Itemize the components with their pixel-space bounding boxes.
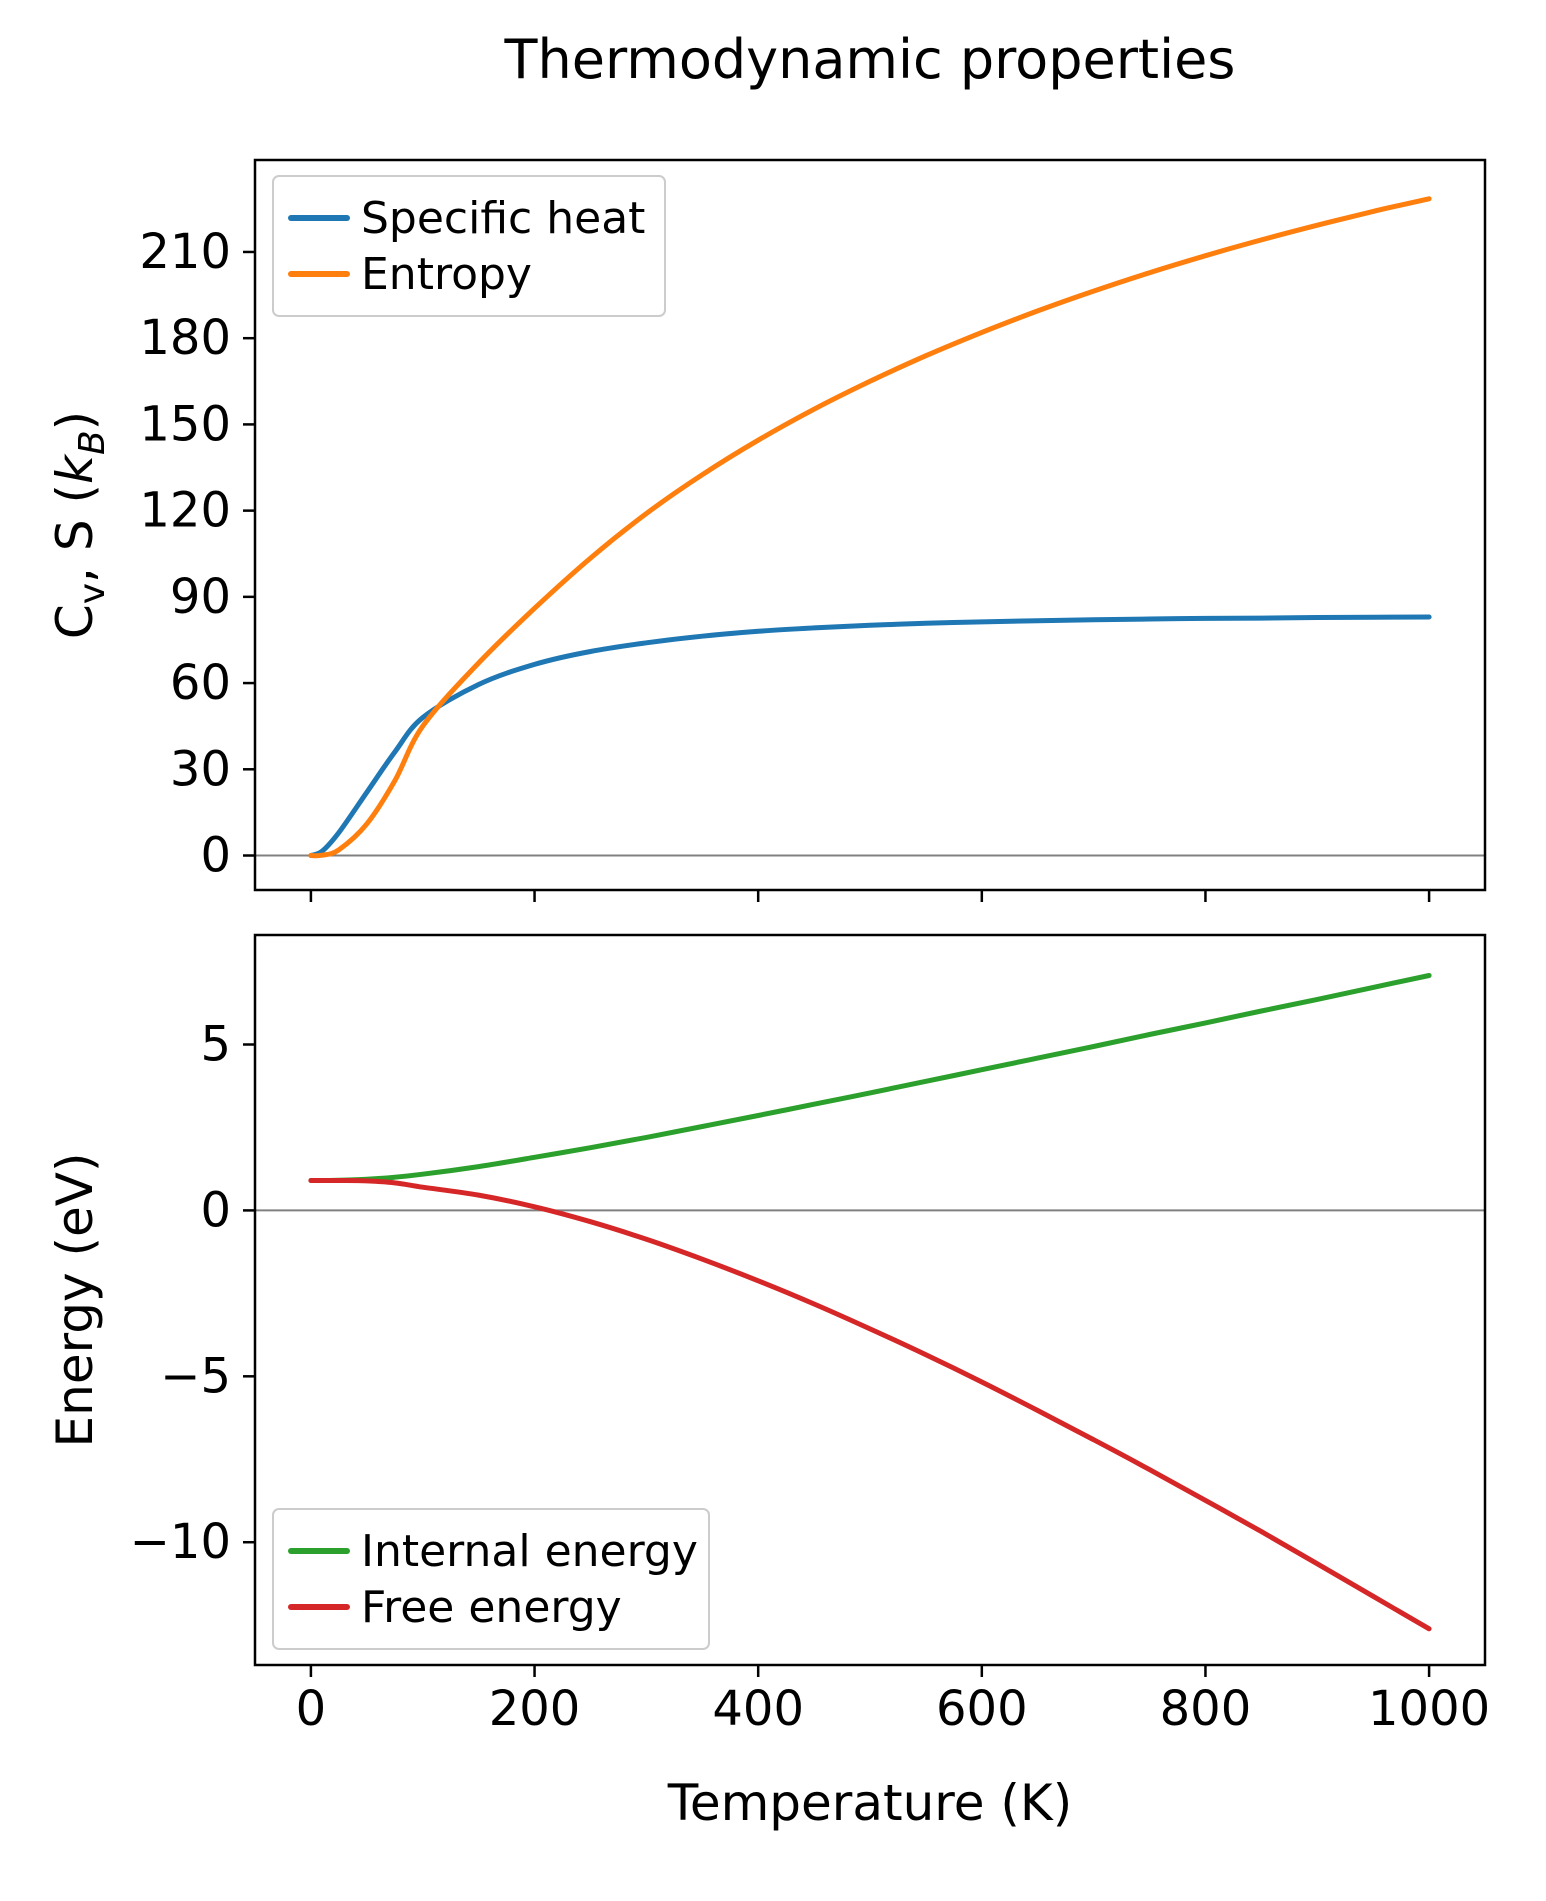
x-tick-label: 0: [296, 1681, 327, 1737]
y-tick-label: 210: [139, 224, 231, 280]
x-tick-label: 400: [712, 1681, 804, 1737]
y-tick-label: 120: [139, 483, 231, 539]
bottom-subplot: 0 200 400 600 800 1000 −10 −5 0 5 Temperature (K) E…: [46, 933, 1490, 1832]
figure-title: Thermodynamic properties: [504, 28, 1236, 91]
x-tick-label: 800: [1160, 1681, 1252, 1737]
x-tick-label: 1000: [1368, 1681, 1490, 1737]
legend-label-free-energy: Free energy: [361, 1582, 622, 1633]
y-axis-label: Cv, S (kB): [46, 411, 113, 639]
x-axis-label: Temperature (K): [667, 1774, 1072, 1832]
y-tick-label: 30: [170, 741, 231, 797]
y-tick-label: 90: [170, 569, 231, 625]
series-entropy-line: [308, 196, 1432, 859]
y-tick-label: 60: [170, 655, 231, 711]
x-tick-label: 600: [936, 1681, 1028, 1737]
legend-label-entropy: Entropy: [361, 249, 532, 300]
y-tick-label: −10: [130, 1514, 231, 1570]
legend-label-specific-heat: Specific heat: [361, 193, 645, 244]
y-tick-label: −5: [160, 1348, 231, 1404]
axes-frame: [253, 933, 1487, 1667]
legend-box: [272, 1508, 710, 1650]
legend-label-internal-energy: Internal energy: [361, 1526, 698, 1577]
y-tick-label: 150: [139, 396, 231, 452]
y-tick-label: 0: [200, 1182, 231, 1238]
legend-box: [272, 175, 666, 317]
series-free-energy-line: [308, 1177, 1432, 1632]
y-axis-label: Energy (eV): [46, 1153, 104, 1448]
y-tick-label: 180: [139, 310, 231, 366]
series-specific-heat-line: [308, 614, 1432, 858]
top-subplot: 0 30 60 90 120 150 180 210 Cv, S (kB) Specific he…: [46, 158, 1487, 902]
y-tick-label: 0: [200, 828, 231, 884]
x-tick-label: 200: [489, 1681, 581, 1737]
series-internal-energy-line: [308, 973, 1432, 1184]
y-tick-label: 5: [200, 1017, 231, 1073]
axes-frame: [253, 158, 1487, 892]
